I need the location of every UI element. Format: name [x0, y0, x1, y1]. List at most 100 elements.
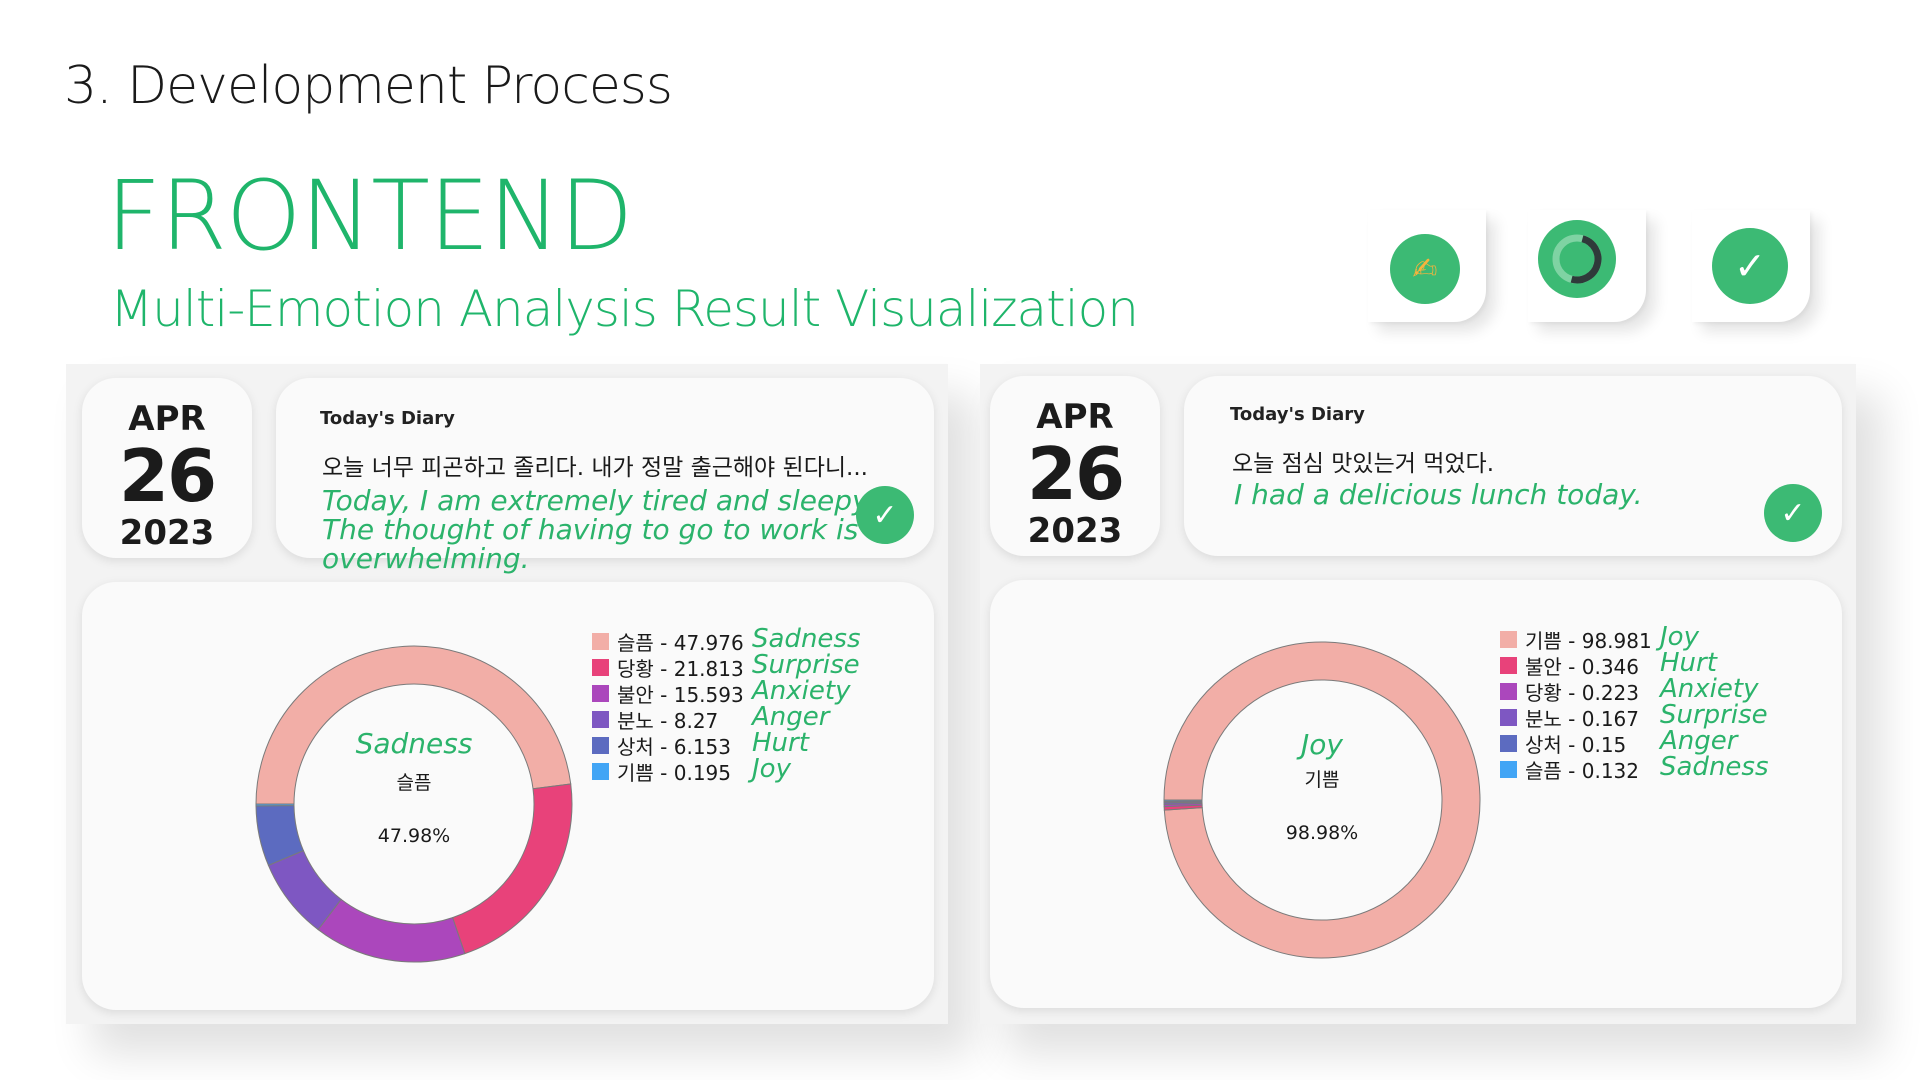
legend-label: 슬픔 - 47.976: [617, 630, 744, 655]
donut-slice[interactable]: [1163, 641, 1481, 959]
legend-english-label: Sadness: [1660, 752, 1769, 782]
legend-english-label: Joy: [752, 754, 791, 784]
pencil-icon: ✍: [1390, 234, 1460, 304]
legend-swatch: [592, 710, 609, 728]
diary-check-icon[interactable]: ✓: [1764, 484, 1822, 542]
legend-item[interactable]: 당황 - 0.223: [1500, 678, 1639, 705]
date-card: APR 26 2023: [990, 376, 1160, 556]
emotion-donut-chart: [255, 645, 573, 963]
date-month: APR: [128, 399, 206, 439]
donut-center-english: Sadness: [355, 727, 473, 760]
legend-english-label: Sadness: [752, 624, 861, 654]
date-year: 2023: [119, 513, 215, 553]
legend-english-label: Anger: [1660, 726, 1738, 756]
legend-label: 당황 - 21.813: [617, 656, 744, 681]
diary-card: Today's Diary 오늘 점심 맛있는거 먹었다. I had a de…: [1184, 376, 1842, 556]
diary-label: Today's Diary: [1230, 404, 1365, 425]
legend-item[interactable]: 슬픔 - 47.976: [592, 628, 744, 655]
legend-label: 기쁨 - 0.195: [617, 760, 731, 785]
donut-center-percent: 98.98%: [1285, 822, 1359, 844]
legend-item[interactable]: 기쁨 - 98.981: [1500, 626, 1652, 653]
chart-card: Joy 기쁨 98.98% 기쁨 - 98.981 Joy 불안 - 0.346 Hu…: [990, 580, 1842, 1008]
legend-swatch: [1500, 656, 1517, 674]
date-card: APR 26 2023: [82, 378, 252, 558]
legend-english-label: Hurt: [752, 728, 809, 758]
date-day: 26: [118, 434, 217, 518]
date-year: 2023: [1027, 511, 1123, 551]
legend-swatch: [1500, 708, 1517, 726]
legend-english-label: Anxiety: [1660, 674, 1759, 704]
donut-center-korean: 슬픔: [396, 772, 432, 794]
legend-item[interactable]: 상처 - 6.153: [592, 732, 731, 759]
legend-swatch: [1500, 630, 1517, 648]
legend-label: 불안 - 15.593: [617, 682, 744, 707]
diary-korean-text: 오늘 점심 맛있는거 먹었다.: [1232, 451, 1495, 477]
result-panel-1: APR 26 2023 Today's Diary 오늘 너무 피곤하고 졸리다…: [66, 364, 948, 1024]
diary-label: Today's Diary: [320, 408, 455, 429]
diary-check-icon[interactable]: ✓: [856, 486, 914, 544]
legend-item[interactable]: 상처 - 0.15: [1500, 730, 1627, 757]
legend-swatch: [1500, 760, 1517, 778]
donut-slice[interactable]: [255, 645, 572, 805]
loading-status-card[interactable]: [1528, 210, 1646, 322]
legend-label: 기쁨 - 98.981: [1525, 628, 1652, 653]
legend-label: 당황 - 0.223: [1525, 680, 1639, 705]
diary-english-line: overwhelming.: [322, 542, 530, 575]
donut-slice[interactable]: [317, 898, 466, 963]
legend-item[interactable]: 슬픔 - 0.132: [1500, 756, 1639, 783]
diary-english-line: The thought of having to go to work is: [322, 513, 859, 546]
donut-slice[interactable]: [255, 803, 295, 807]
legend-english-label: Hurt: [1660, 648, 1717, 678]
donut-center: Sadness 슬픔 47.98%: [314, 727, 514, 847]
legend-swatch: [1500, 682, 1517, 700]
legend-english-label: Anger: [752, 702, 830, 732]
write-status-card[interactable]: ✍: [1368, 210, 1486, 322]
legend-label: 분노 - 8.27: [617, 708, 719, 733]
legend-label: 상처 - 0.15: [1525, 732, 1627, 757]
donut-center-english: Joy: [1301, 728, 1343, 761]
loading-spinner-icon: [1538, 220, 1616, 298]
legend-item[interactable]: 기쁨 - 0.195: [592, 758, 731, 785]
done-status-card[interactable]: ✓: [1692, 210, 1810, 322]
legend-english-label: Surprise: [1660, 700, 1768, 730]
legend-english-label: Surprise: [752, 650, 860, 680]
page-subtitle: Multi-Emotion Analysis Result Visualizat…: [110, 280, 1139, 338]
donut-center: Joy 기쁨 98.98%: [1222, 728, 1422, 844]
spinner-ring: [1552, 234, 1602, 284]
date-month: APR: [1036, 397, 1114, 437]
legend-swatch: [592, 632, 609, 650]
legend-label: 분노 - 0.167: [1525, 706, 1639, 731]
donut-center-korean: 기쁨: [1304, 769, 1340, 791]
diary-english-text: I had a delicious lunch today.: [1234, 480, 1643, 509]
diary-english-text: Today, I am extremely tired and sleepy. …: [322, 486, 875, 573]
diary-english-line: Today, I am extremely tired and sleepy.: [322, 484, 876, 517]
legend-label: 상처 - 6.153: [617, 734, 731, 759]
legend-swatch: [592, 762, 609, 780]
legend-english-label: Anxiety: [752, 676, 851, 706]
chart-card: Sadness 슬픔 47.98% 슬픔 - 47.976 Sadness 당황 -…: [82, 582, 934, 1010]
legend-swatch: [592, 658, 609, 676]
legend-swatch: [592, 684, 609, 702]
chart-legend: 기쁨 - 98.981 Joy 불안 - 0.346 Hurt 당황 - 0.223 An…: [1500, 622, 1820, 796]
legend-item[interactable]: 불안 - 15.593: [592, 680, 744, 707]
legend-item[interactable]: 불안 - 0.346: [1500, 652, 1639, 679]
diary-korean-text: 오늘 너무 피곤하고 졸리다. 내가 정말 출근해야 된다니...: [322, 455, 868, 481]
legend-label: 불안 - 0.346: [1525, 654, 1639, 679]
emotion-donut-chart: [1163, 641, 1481, 959]
result-panel-2: APR 26 2023 Today's Diary 오늘 점심 맛있는거 먹었다…: [980, 364, 1856, 1024]
diary-english-line: I had a delicious lunch today.: [1234, 478, 1643, 511]
date-day: 26: [1026, 432, 1125, 516]
legend-item[interactable]: 분노 - 0.167: [1500, 704, 1639, 731]
check-icon: ✓: [1712, 228, 1788, 304]
legend-item[interactable]: 분노 - 8.27: [592, 706, 719, 733]
legend-swatch: [592, 736, 609, 754]
legend-item[interactable]: 당황 - 21.813: [592, 654, 744, 681]
diary-card: Today's Diary 오늘 너무 피곤하고 졸리다. 내가 정말 출근해야…: [276, 378, 934, 573]
page-title: FRONTEND: [106, 160, 633, 272]
legend-label: 슬픔 - 0.132: [1525, 758, 1639, 783]
donut-slice[interactable]: [1163, 799, 1203, 802]
section-title: 3. Development Process: [64, 56, 673, 116]
pencil-glyph: ✍: [1412, 251, 1438, 287]
legend-swatch: [1500, 734, 1517, 752]
chart-legend: 슬픔 - 47.976 Sadness 당황 - 21.813 Surprise 불안 …: [592, 624, 912, 798]
